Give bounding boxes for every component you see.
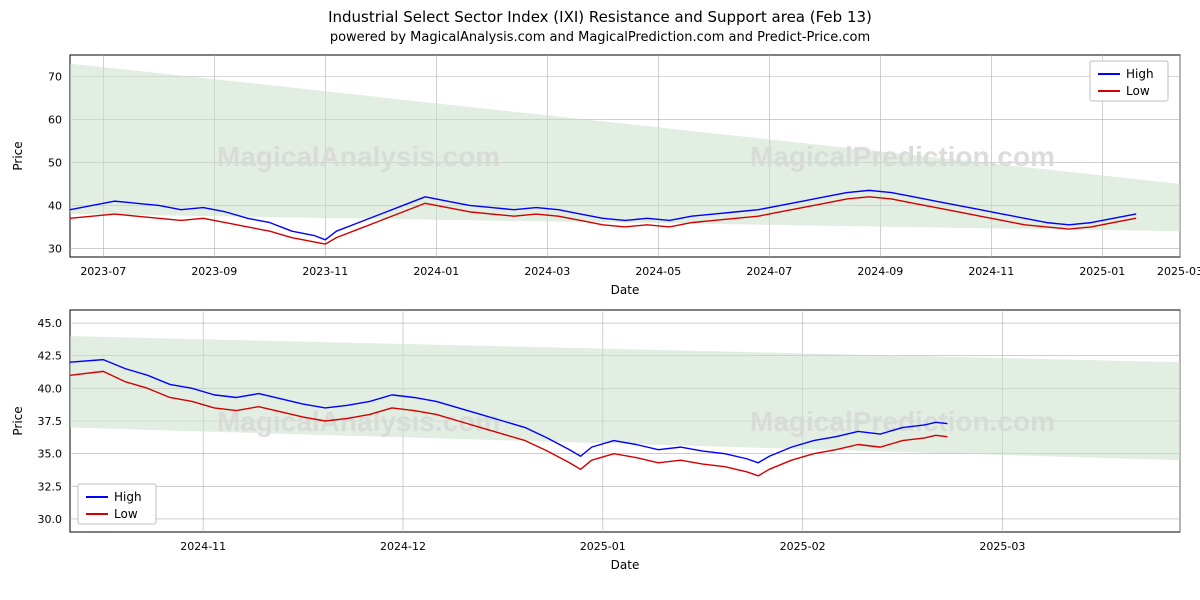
xtick-label: 2024-11: [180, 540, 226, 553]
bottom-chart-svg: 30.0 32.5 35.0 37.5 40.0 42.5 45.0 2024-11 2024-…: [0, 302, 1200, 577]
ytick-label: 70: [48, 70, 62, 83]
xtick-label: 2024-05: [635, 265, 681, 278]
x-axis-label: Date: [611, 558, 640, 572]
ytick-label: 45.0: [38, 317, 63, 330]
ytick-label: 42.5: [38, 350, 63, 363]
legend-high-label: High: [1126, 67, 1154, 81]
ytick-label: 30: [48, 242, 62, 255]
ytick-label: 30.0: [38, 513, 63, 526]
xtick-label: 2025-01: [1079, 265, 1125, 278]
xtick-label: 2024-01: [413, 265, 459, 278]
xtick-label: 2024-07: [746, 265, 792, 278]
y-axis-label: Price: [11, 141, 25, 170]
xtick-label: 2023-11: [302, 265, 348, 278]
ytick-label: 60: [48, 113, 62, 126]
xtick-label: 2025-03: [979, 540, 1025, 553]
watermark-right: MagicalPrediction.com: [750, 141, 1055, 172]
legend-low-label: Low: [114, 507, 138, 521]
watermark-left: MagicalAnalysis.com: [217, 141, 500, 172]
chart-title: Industrial Select Sector Index (IXI) Res…: [0, 0, 1200, 26]
xtick-label: 2025-01: [580, 540, 626, 553]
y-axis-label: Price: [11, 406, 25, 435]
legend-low-label: Low: [1126, 84, 1150, 98]
ytick-label: 37.5: [38, 415, 63, 428]
ytick-label: 40.0: [38, 382, 63, 395]
top-chart-svg: 30 40 50 60 70 2023-07 2023-09 2023-11 2024-01 20…: [0, 47, 1200, 302]
xtick-label: 2024-03: [524, 265, 570, 278]
xtick-label: 2024-09: [857, 265, 903, 278]
ytick-label: 50: [48, 156, 62, 169]
ytick-label: 32.5: [38, 480, 63, 493]
watermark-right: MagicalPrediction.com: [750, 406, 1055, 437]
xtick-label: 2024-11: [968, 265, 1014, 278]
xtick-label: 2023-07: [80, 265, 126, 278]
x-axis-label: Date: [611, 283, 640, 297]
xtick-label: 2024-12: [380, 540, 426, 553]
ytick-label: 40: [48, 199, 62, 212]
bottom-chart: 30.0 32.5 35.0 37.5 40.0 42.5 45.0 2024-11 2024-…: [0, 302, 1200, 577]
ytick-label: 35.0: [38, 448, 63, 461]
top-chart: 30 40 50 60 70 2023-07 2023-09 2023-11 2024-01 20…: [0, 47, 1200, 302]
legend-high-label: High: [114, 490, 142, 504]
chart-subtitle: powered by MagicalAnalysis.com and Magic…: [0, 26, 1200, 47]
xtick-label: 2025-02: [780, 540, 826, 553]
xtick-label: 2023-09: [191, 265, 237, 278]
xtick-label: 2025-03: [1157, 265, 1200, 278]
